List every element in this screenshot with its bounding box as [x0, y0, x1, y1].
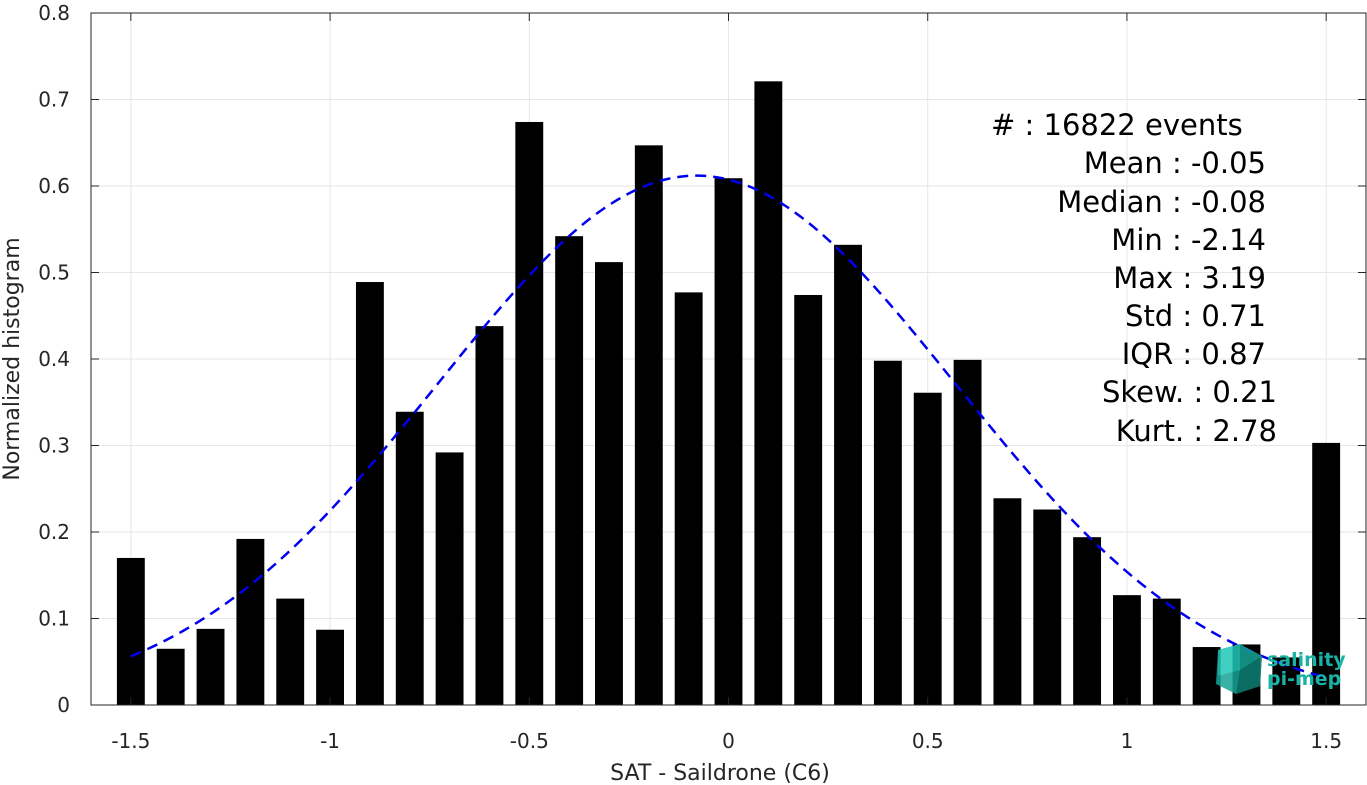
- logo-cube-icon: [1216, 644, 1262, 694]
- stat-kurt: Kurt. : 2.78: [1116, 414, 1277, 448]
- histogram-bar-5: [316, 629, 345, 705]
- histogram-bar-19: [873, 360, 902, 705]
- y-tick-label-2: 0.2: [38, 520, 70, 544]
- histogram-bar-6: [355, 282, 384, 705]
- gaussian-fit-curve: [130, 174, 1327, 679]
- x-tick-label-5: 1: [1121, 729, 1134, 753]
- stat-median: Median : -0.08: [1057, 185, 1266, 219]
- x-tick-label-1: -1: [320, 729, 340, 753]
- logo-line1: salinity: [1267, 649, 1346, 671]
- x-tick-label-0: -1.5: [111, 729, 150, 753]
- y-tick-label-0: 0: [57, 693, 70, 717]
- histogram-bar-13: [634, 145, 663, 706]
- histogram-bar-8: [435, 452, 464, 705]
- stat-min: Min : -2.14: [1111, 223, 1266, 257]
- histogram-bar-18: [834, 244, 862, 705]
- stat-mean: Mean : -0.05: [1084, 146, 1266, 180]
- histogram-bar-14: [674, 292, 703, 705]
- stat-skew: Skew. : 0.21: [1102, 375, 1277, 409]
- histogram-bar-20: [913, 392, 942, 705]
- y-tick-label-3: 0.3: [38, 434, 70, 458]
- histogram-bars: [116, 81, 1341, 706]
- histogram-bar-10: [515, 121, 544, 706]
- y-tick-label-8: 0.8: [38, 1, 70, 25]
- stat-max: Max : 3.19: [1113, 261, 1266, 295]
- histogram-bar-24: [1073, 537, 1102, 705]
- histogram-bar-12: [595, 262, 623, 705]
- y-axis-label: Normalized histogram: [0, 237, 25, 480]
- x-tick-label-3: 0: [722, 729, 735, 753]
- y-tick-label-7: 0.7: [38, 88, 70, 112]
- y-tick-label-4: 0.4: [38, 347, 70, 371]
- y-tick-label-5: 0.5: [38, 261, 70, 285]
- y-tick-label-6: 0.6: [38, 174, 70, 198]
- histogram-bar-7: [395, 411, 424, 705]
- histogram-bar-15: [714, 178, 743, 706]
- logo-line2: pi-mep: [1267, 668, 1341, 690]
- y-axis-ticks: 0 0.1 0.2 0.3 0.4 0.5 0.6 0.7 0.8: [38, 1, 1366, 717]
- histogram-bar-17: [794, 294, 823, 705]
- histogram-bar-27: [1192, 647, 1221, 705]
- x-tick-label-4: 0.5: [912, 729, 944, 753]
- y-tick-label-1: 0.1: [38, 607, 70, 631]
- histogram-bar-30: [1312, 442, 1341, 705]
- histogram-bar-22: [993, 498, 1022, 705]
- stats-box: # : 16822 events Mean : -0.05 Median : -…: [991, 108, 1277, 448]
- histogram-bar-16: [754, 81, 783, 705]
- histogram-bar-25: [1112, 595, 1141, 705]
- histogram-bar-3: [236, 538, 265, 705]
- histogram-bar-9: [475, 326, 504, 705]
- salinity-pimep-logo: salinity pi-mep: [1216, 644, 1346, 694]
- stat-iqr: IQR : 0.87: [1122, 337, 1266, 371]
- x-axis-ticks: -1.5 -1 -0.5 0 0.5 1 1.5: [111, 13, 1342, 753]
- histogram-bar-26: [1152, 598, 1181, 705]
- histogram-bar-4: [276, 598, 305, 705]
- histogram-bar-2: [196, 628, 225, 705]
- stat-std: Std : 0.71: [1125, 299, 1266, 333]
- x-tick-label-2: -0.5: [510, 729, 549, 753]
- histogram-bar-23: [1033, 509, 1062, 705]
- histogram-bar-0: [116, 557, 145, 705]
- x-tick-label-6: 1.5: [1310, 729, 1342, 753]
- histogram-bar-11: [555, 236, 584, 706]
- x-axis-label: SAT - Saildrone (C6): [610, 761, 830, 785]
- histogram-bar-1: [156, 648, 185, 705]
- stat-events: # : 16822 events: [991, 108, 1243, 142]
- histogram-bar-21: [953, 359, 982, 705]
